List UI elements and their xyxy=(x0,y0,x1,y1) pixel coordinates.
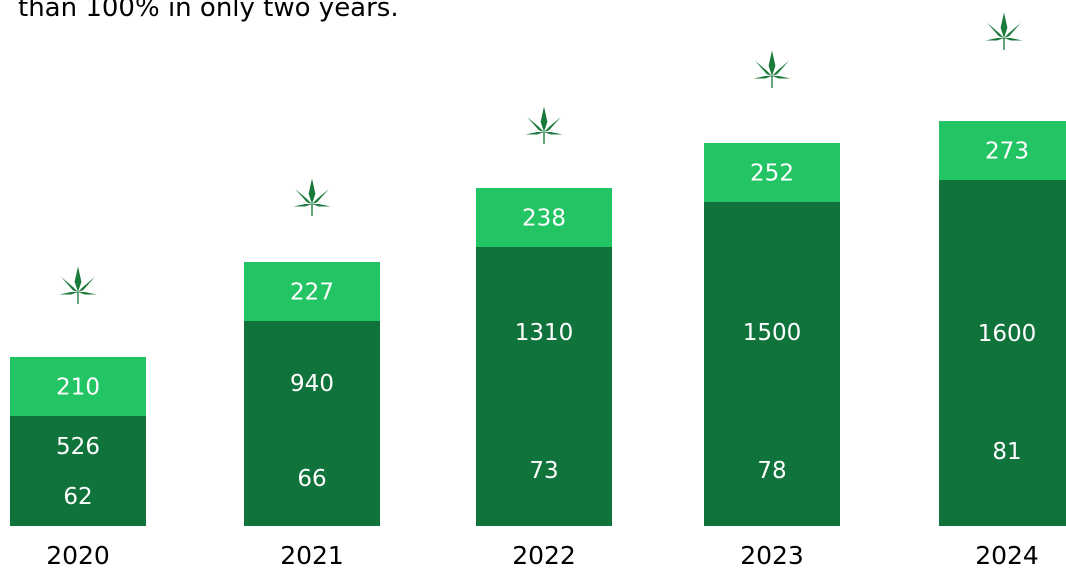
bar-bottom-segment-2020 xyxy=(10,416,146,526)
bar-label-top-2024: 273 xyxy=(985,139,1029,165)
bar-bottom-segment-2023 xyxy=(704,202,840,526)
bar-bottom-segment-2021 xyxy=(244,321,380,526)
bar-group-2023: 252 1500 78 xyxy=(704,143,840,526)
bar-label-middle-2024: 1600 xyxy=(978,321,1037,347)
bar-label-middle-2023: 1500 xyxy=(743,320,802,346)
bar-label-bottom-2022: 73 xyxy=(529,458,558,484)
cannabis-leaf-icon xyxy=(985,12,1023,50)
bar-label-bottom-2021: 66 xyxy=(297,466,326,492)
bar-top-segment-2020 xyxy=(10,357,146,416)
year-label-2021: 2021 xyxy=(280,541,344,570)
bar-label-middle-2021: 940 xyxy=(290,371,334,397)
bar-label-top-2023: 252 xyxy=(750,161,794,187)
bar-label-top-2022: 238 xyxy=(522,206,566,232)
bar-top-segment-2021 xyxy=(244,262,380,321)
bar-group-2021: 227 940 66 xyxy=(244,262,380,526)
bars-layer: 210 526 62 227 940 66 238 1310 73 252 1500 78 273 160… xyxy=(10,121,1066,526)
cannabis-leaf-icon xyxy=(293,178,331,216)
bar-top-segment-2024 xyxy=(939,121,1066,180)
year-label-2020: 2020 xyxy=(46,541,110,570)
year-axis: 2020 2021 2022 2023 2024 xyxy=(46,541,1039,570)
cannabis-leaf-icon xyxy=(525,106,563,144)
bar-label-top-2021: 227 xyxy=(290,280,334,306)
bar-group-2024: 273 1600 81 xyxy=(939,121,1066,526)
bar-bottom-segment-2022 xyxy=(476,247,612,526)
bar-group-2020: 210 526 62 xyxy=(10,357,146,526)
year-label-2023: 2023 xyxy=(740,541,804,570)
bar-label-bottom-2024: 81 xyxy=(992,439,1021,465)
bar-label-bottom-2023: 78 xyxy=(757,458,786,484)
year-label-2022: 2022 xyxy=(512,541,576,570)
cannabis-leaf-icon xyxy=(59,266,97,304)
bar-label-middle-2020: 526 xyxy=(56,434,100,460)
year-label-2024: 2024 xyxy=(975,541,1039,570)
bar-group-2022: 238 1310 73 xyxy=(476,188,612,526)
chart-caption: than 100% in only two years. xyxy=(18,0,399,23)
bar-top-segment-2022 xyxy=(476,188,612,247)
cannabis-leaf-icon xyxy=(753,50,791,88)
bar-label-bottom-2020: 62 xyxy=(63,484,92,510)
bar-label-middle-2022: 1310 xyxy=(515,320,574,346)
bar-top-segment-2023 xyxy=(704,143,840,202)
bar-label-top-2020: 210 xyxy=(56,375,100,401)
bar-bottom-segment-2024 xyxy=(939,180,1066,526)
